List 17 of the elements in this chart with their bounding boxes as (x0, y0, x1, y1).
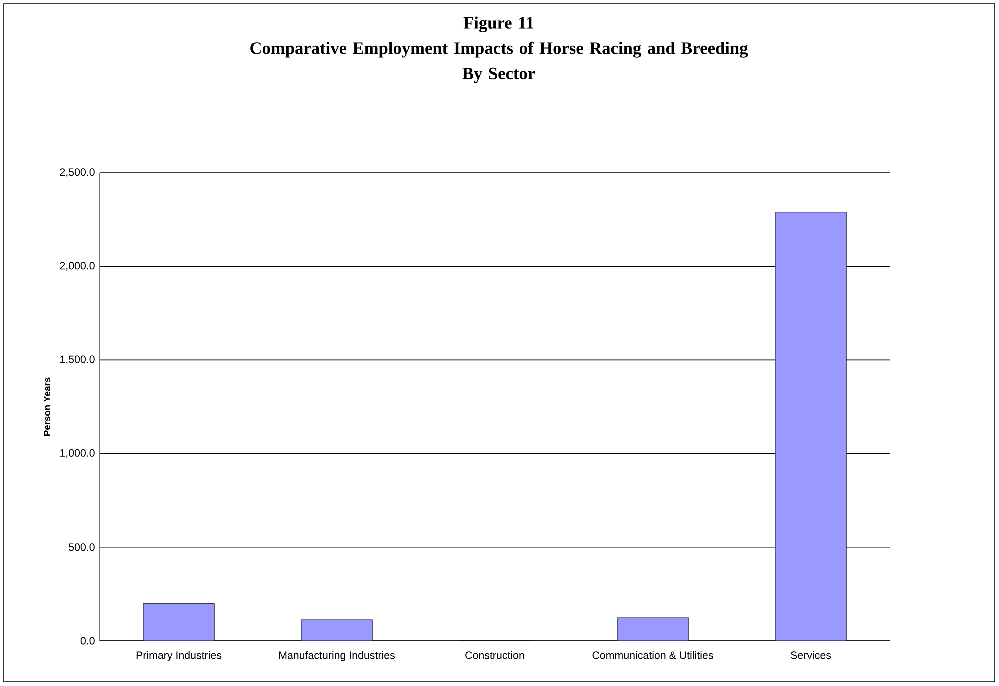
y-tick-label: 2,000.0 (60, 262, 95, 271)
y-tick-label: 1,500.0 (60, 356, 95, 365)
bar (775, 212, 847, 641)
bar (617, 618, 689, 641)
x-tick-label: Manufacturing Industries (279, 651, 396, 662)
bar (301, 620, 373, 641)
x-tick-label: Primary Industries (136, 651, 222, 662)
y-tick-label: 2,500.0 (60, 168, 95, 178)
bar (143, 604, 215, 641)
y-tick-label: 1,000.0 (60, 449, 95, 458)
x-tick-label: Construction (466, 651, 524, 660)
x-tick-label: Services (791, 651, 832, 660)
y-axis-title: Person Years (44, 378, 51, 436)
y-tick-label: 0.0 (80, 637, 95, 645)
x-tick-label: Communication & Utilities (592, 651, 714, 660)
y-tick-label: 500.0 (69, 544, 95, 552)
chart-title: Figure 11 Comparative Employment Impacts of Horse Racing and Breeding By Sector (250, 16, 748, 84)
